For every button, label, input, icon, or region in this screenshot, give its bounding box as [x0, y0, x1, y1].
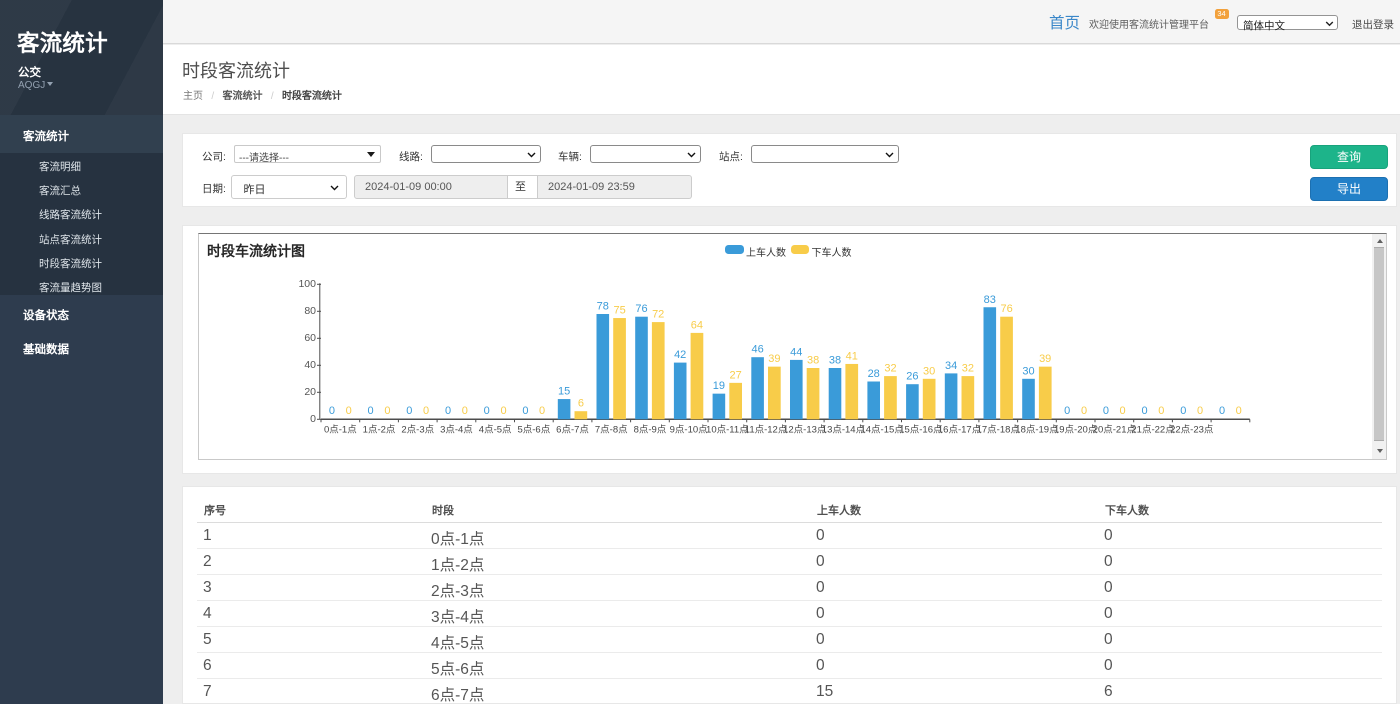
- svg-text:38: 38: [807, 355, 819, 367]
- svg-text:16点-17点: 16点-17点: [938, 425, 982, 436]
- svg-text:72: 72: [652, 309, 664, 321]
- svg-text:22点-23点: 22点-23点: [1170, 425, 1214, 436]
- svg-text:40: 40: [304, 359, 316, 371]
- svg-text:0: 0: [406, 405, 412, 417]
- svg-text:7点-8点: 7点-8点: [595, 425, 628, 436]
- svg-text:28: 28: [868, 368, 880, 380]
- svg-text:0: 0: [1158, 405, 1164, 417]
- svg-text:41: 41: [846, 350, 858, 362]
- svg-text:0: 0: [1120, 405, 1126, 417]
- svg-text:10点-11点: 10点-11点: [706, 425, 749, 436]
- svg-text:0: 0: [445, 405, 451, 417]
- svg-text:4点-5点: 4点-5点: [479, 425, 512, 436]
- svg-text:6: 6: [578, 398, 584, 410]
- svg-text:0: 0: [384, 405, 390, 417]
- svg-text:42: 42: [674, 349, 686, 361]
- svg-text:0: 0: [1197, 405, 1203, 417]
- svg-text:0: 0: [368, 405, 374, 417]
- svg-text:19: 19: [713, 380, 725, 392]
- svg-text:18点-19点: 18点-19点: [1015, 425, 1059, 436]
- svg-text:9点-10点: 9点-10点: [670, 425, 709, 436]
- svg-text:12点-13点: 12点-13点: [783, 425, 827, 436]
- svg-text:83: 83: [984, 294, 996, 306]
- svg-text:14点-15点: 14点-15点: [860, 425, 904, 436]
- svg-text:0: 0: [329, 405, 335, 417]
- svg-text:1点-2点: 1点-2点: [363, 425, 396, 436]
- svg-text:0: 0: [522, 405, 528, 417]
- svg-text:32: 32: [962, 363, 974, 375]
- svg-text:30: 30: [923, 365, 935, 377]
- svg-text:34: 34: [945, 360, 957, 372]
- svg-text:0: 0: [1081, 405, 1087, 417]
- svg-text:76: 76: [635, 303, 647, 315]
- svg-text:60: 60: [304, 332, 316, 344]
- svg-text:39: 39: [1039, 353, 1051, 365]
- svg-text:2点-3点: 2点-3点: [401, 425, 434, 436]
- svg-text:0: 0: [1064, 405, 1070, 417]
- svg-text:0: 0: [423, 405, 429, 417]
- svg-text:20: 20: [304, 386, 316, 398]
- svg-text:64: 64: [691, 319, 703, 331]
- svg-text:15点-16点: 15点-16点: [899, 425, 943, 436]
- svg-text:0: 0: [346, 405, 352, 417]
- svg-text:3点-4点: 3点-4点: [440, 425, 473, 436]
- svg-text:11点-12点: 11点-12点: [745, 425, 788, 436]
- svg-text:0: 0: [1180, 405, 1186, 417]
- svg-text:39: 39: [768, 353, 780, 365]
- svg-text:20点-21点: 20点-21点: [1093, 425, 1137, 436]
- svg-text:76: 76: [1000, 303, 1012, 315]
- svg-text:0: 0: [539, 405, 545, 417]
- svg-text:100: 100: [298, 278, 316, 290]
- svg-text:0: 0: [462, 405, 468, 417]
- svg-text:30: 30: [1022, 365, 1034, 377]
- svg-text:38: 38: [829, 355, 841, 367]
- svg-text:78: 78: [597, 301, 609, 313]
- svg-text:21点-22点: 21点-22点: [1131, 425, 1175, 436]
- svg-text:80: 80: [304, 305, 316, 317]
- svg-text:5点-6点: 5点-6点: [517, 425, 550, 436]
- svg-text:0点-1点: 0点-1点: [324, 425, 357, 436]
- svg-text:0: 0: [1103, 405, 1109, 417]
- svg-text:26: 26: [906, 371, 918, 383]
- svg-text:0: 0: [1219, 405, 1225, 417]
- svg-text:13点-14点: 13点-14点: [822, 425, 866, 436]
- svg-text:27: 27: [729, 369, 741, 381]
- svg-text:0: 0: [1236, 405, 1242, 417]
- svg-text:0: 0: [484, 405, 490, 417]
- svg-text:15: 15: [558, 386, 570, 398]
- svg-text:17点-18点: 17点-18点: [977, 425, 1021, 436]
- svg-text:0: 0: [1142, 405, 1148, 417]
- svg-text:44: 44: [790, 346, 802, 358]
- svg-text:32: 32: [884, 363, 896, 375]
- svg-text:8点-9点: 8点-9点: [634, 425, 667, 436]
- svg-text:0: 0: [500, 405, 506, 417]
- svg-text:19点-20点: 19点-20点: [1054, 425, 1098, 436]
- svg-text:0: 0: [310, 413, 316, 425]
- svg-text:46: 46: [751, 344, 763, 356]
- svg-text:6点-7点: 6点-7点: [556, 425, 589, 436]
- svg-text:75: 75: [613, 305, 625, 317]
